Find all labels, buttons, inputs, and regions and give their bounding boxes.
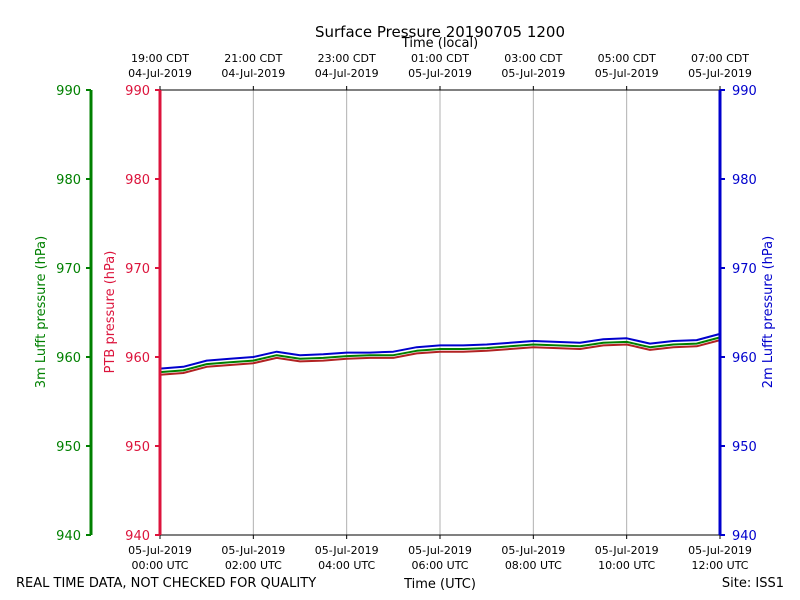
top-axis-label: Time (local) — [401, 36, 478, 51]
top-tick-label-time: 23:00 CDT — [318, 52, 376, 65]
x-tick-label-date: 05-Jul-2019 — [128, 544, 192, 557]
x-tick-label-time: 00:00 UTC — [131, 559, 188, 572]
site-label: Site: ISS1 — [722, 576, 784, 591]
ptb-axis-label: PTB pressure (hPa) — [103, 251, 118, 374]
x-tick-label-date: 05-Jul-2019 — [315, 544, 379, 557]
ptb-y-tick-label: 960 — [125, 351, 150, 366]
lufft-2m-y-tick-label: 990 — [732, 84, 757, 99]
top-tick-label-date: 04-Jul-2019 — [221, 67, 285, 80]
lufft-3m-y-tick-label: 990 — [56, 84, 81, 99]
lufft-2m-y-tick-label: 940 — [732, 529, 757, 544]
quality-disclaimer: REAL TIME DATA, NOT CHECKED FOR QUALITY — [16, 576, 316, 591]
lufft-3m-y-tick-label: 940 — [56, 529, 81, 544]
gridlines — [252, 90, 628, 535]
lufft-3m-y-tick-label: 970 — [56, 262, 81, 277]
top-tick-label-time: 03:00 CDT — [504, 52, 562, 65]
axis-ticks: 05-Jul-2019 00:00 UTC 05-Jul-2019 02:00 UTC… — [56, 52, 757, 572]
x-tick-label-date: 05-Jul-2019 — [408, 544, 472, 557]
top-tick-label-date: 05-Jul-2019 — [501, 67, 565, 80]
x-tick-label-time: 06:00 UTC — [411, 559, 468, 572]
ptb-y-tick-label: 980 — [125, 173, 150, 188]
x-tick-label-date: 05-Jul-2019 — [688, 544, 752, 557]
ptb-y-tick-label: 950 — [125, 440, 150, 455]
series-line-ptb-pressure — [159, 339, 721, 376]
series-lines — [159, 332, 721, 376]
x-tick-label-date: 05-Jul-2019 — [501, 544, 565, 557]
lufft-3m-axis-label: 3m Lufft pressure (hPa) — [34, 236, 49, 388]
top-tick-label-time: 05:00 CDT — [598, 52, 656, 65]
x-tick-label-time: 10:00 UTC — [598, 559, 655, 572]
series-line-2m-lufft-pressure — [159, 332, 721, 370]
top-tick-label-date: 05-Jul-2019 — [408, 67, 472, 80]
chart-title: Surface Pressure 20190705 1200 — [315, 23, 565, 41]
lufft-2m-axis-label: 2m Lufft pressure (hPa) — [761, 236, 776, 388]
lufft-3m-y-tick-label: 980 — [56, 173, 81, 188]
top-tick-label-date: 05-Jul-2019 — [688, 67, 752, 80]
x-tick-label-time: 04:00 UTC — [318, 559, 375, 572]
x-tick-label-date: 05-Jul-2019 — [595, 544, 659, 557]
x-tick-label-date: 05-Jul-2019 — [221, 544, 285, 557]
lufft-2m-y-tick-label: 960 — [732, 351, 757, 366]
x-tick-label-time: 02:00 UTC — [225, 559, 282, 572]
top-tick-label-date: 04-Jul-2019 — [315, 67, 379, 80]
x-tick-label-time: 12:00 UTC — [691, 559, 748, 572]
x-tick-label-time: 08:00 UTC — [505, 559, 562, 572]
ptb-y-tick-label: 990 — [125, 84, 150, 99]
top-tick-label-date: 05-Jul-2019 — [595, 67, 659, 80]
lufft-3m-y-tick-label: 960 — [56, 351, 81, 366]
top-tick-label-time: 19:00 CDT — [131, 52, 189, 65]
lufft-2m-y-tick-label: 950 — [732, 440, 757, 455]
series-line-3m-lufft-pressure — [159, 336, 721, 374]
lufft-2m-y-tick-label: 970 — [732, 262, 757, 277]
top-tick-label-time: 01:00 CDT — [411, 52, 469, 65]
top-tick-label-date: 04-Jul-2019 — [128, 67, 192, 80]
ptb-y-tick-label: 970 — [125, 262, 150, 277]
lufft-2m-y-tick-label: 980 — [732, 173, 757, 188]
top-tick-label-time: 21:00 CDT — [224, 52, 282, 65]
ptb-y-tick-label: 940 — [125, 529, 150, 544]
top-tick-label-time: 07:00 CDT — [691, 52, 749, 65]
x-axis-label: Time (UTC) — [403, 577, 476, 592]
lufft-3m-y-tick-label: 950 — [56, 440, 81, 455]
